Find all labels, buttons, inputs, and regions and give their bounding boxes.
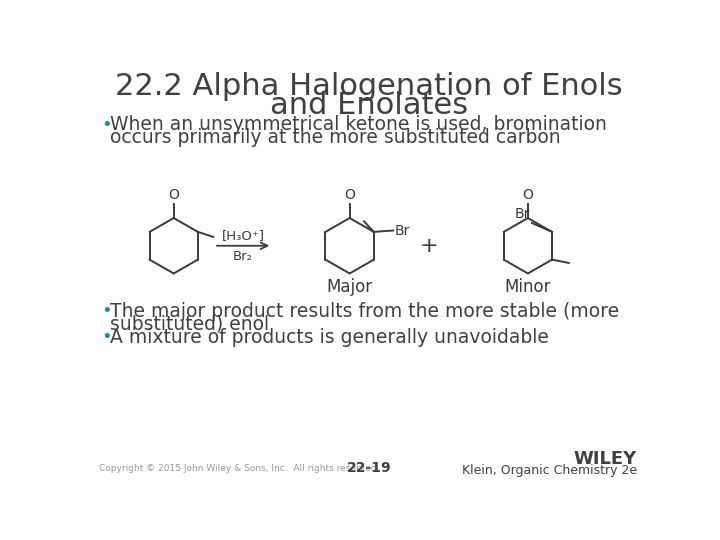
Text: Br₂: Br₂ — [233, 249, 253, 262]
Text: A mixture of products is generally unavoidable: A mixture of products is generally unavo… — [110, 328, 549, 347]
Text: WILEY: WILEY — [574, 450, 637, 468]
Text: When an unsymmetrical ketone is used, bromination: When an unsymmetrical ketone is used, br… — [110, 116, 607, 134]
Text: •: • — [101, 328, 112, 346]
Text: 22.2 Alpha Halogenation of Enols: 22.2 Alpha Halogenation of Enols — [115, 72, 623, 101]
Text: occurs primarily at the more substituted carbon: occurs primarily at the more substituted… — [110, 127, 561, 147]
Text: O: O — [168, 188, 179, 202]
Text: O: O — [344, 188, 355, 202]
Text: +: + — [419, 236, 438, 256]
Text: substituted) enol: substituted) enol — [110, 314, 269, 333]
Text: Br: Br — [395, 224, 410, 238]
Text: Br: Br — [515, 207, 531, 221]
Text: Copyright © 2015 John Wiley & Sons, Inc.  All rights reserved.: Copyright © 2015 John Wiley & Sons, Inc.… — [99, 464, 379, 473]
Text: The major product results from the more stable (more: The major product results from the more … — [110, 302, 619, 321]
Text: O: O — [523, 188, 534, 202]
Text: [H₃O⁺]: [H₃O⁺] — [222, 229, 264, 242]
Text: 22-19: 22-19 — [347, 461, 391, 475]
Text: Minor: Minor — [505, 278, 551, 296]
Text: Klein, Organic Chemistry 2e: Klein, Organic Chemistry 2e — [462, 464, 637, 477]
Text: Major: Major — [327, 278, 373, 296]
Text: •: • — [101, 302, 112, 320]
Text: and Enolates: and Enolates — [270, 91, 468, 120]
Text: •: • — [101, 116, 112, 134]
